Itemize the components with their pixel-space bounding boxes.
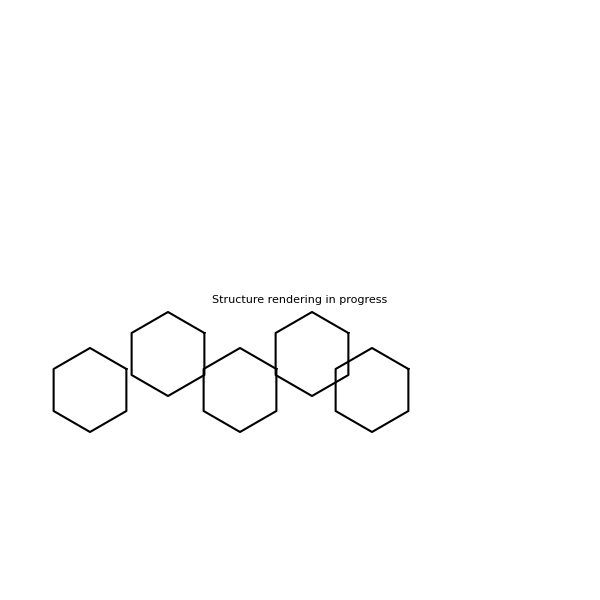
Text: Structure rendering in progress: Structure rendering in progress (212, 295, 388, 305)
